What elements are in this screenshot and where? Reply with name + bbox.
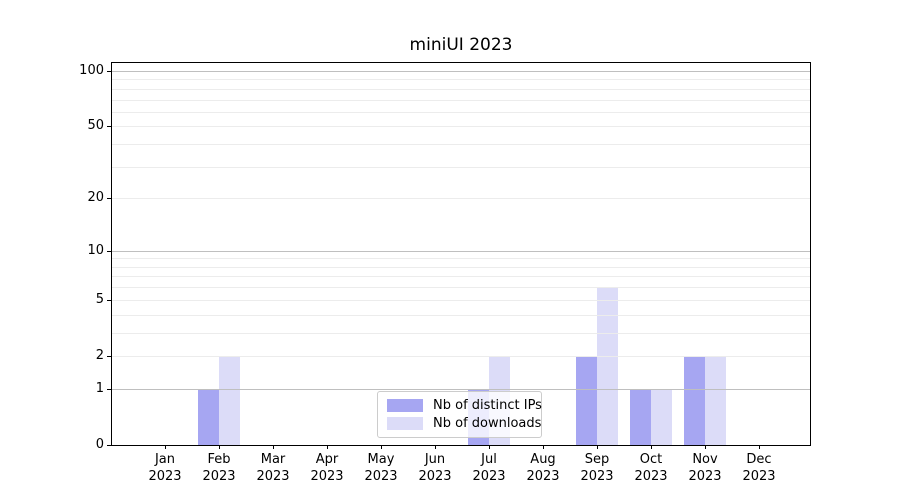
gridline-minor <box>112 276 810 278</box>
y-tick <box>107 445 111 446</box>
gridline-minor <box>112 258 810 260</box>
gridline-minor <box>112 299 810 301</box>
x-tick <box>165 445 166 449</box>
legend-label-downloads: Nb of downloads <box>433 416 542 432</box>
x-tick-label: Mar 2023 <box>256 452 290 484</box>
gridline-minor <box>112 287 810 289</box>
y-tick-label: 1 <box>95 380 104 396</box>
x-tick <box>327 445 328 449</box>
bar-downloads-nov <box>705 355 726 445</box>
y-tick <box>107 126 111 127</box>
gridline-major <box>112 388 810 390</box>
bar-downloads-oct <box>651 388 672 445</box>
x-tick-label: Nov 2023 <box>688 452 722 484</box>
gridline-minor <box>112 314 810 316</box>
y-tick <box>107 300 111 301</box>
y-tick-label: 5 <box>95 291 104 307</box>
gridline-minor <box>112 332 810 334</box>
legend: Nb of distinct IPs Nb of downloads <box>377 391 542 438</box>
gridline-minor <box>112 198 810 200</box>
gridline-minor <box>112 111 810 113</box>
bar-distinct-ips-oct <box>630 388 651 445</box>
bar-distinct-ips-feb <box>198 388 219 445</box>
x-tick-label: Jan 2023 <box>148 452 182 484</box>
x-tick-label: Apr 2023 <box>310 452 344 484</box>
chart-title: miniUI 2023 <box>409 35 513 55</box>
x-tick-label: Jun 2023 <box>418 452 452 484</box>
y-tick <box>107 251 111 252</box>
x-tick <box>651 445 652 449</box>
gridline-minor <box>112 166 810 168</box>
gridline-major <box>112 71 810 72</box>
bar-distinct-ips-sep <box>576 355 597 445</box>
y-tick <box>107 389 111 390</box>
x-tick-label: May 2023 <box>364 452 398 484</box>
x-tick-label: Sep 2023 <box>580 452 614 484</box>
y-tick-label: 2 <box>95 347 104 363</box>
bar-downloads-sep <box>597 287 618 445</box>
y-tick-label: 50 <box>87 118 104 134</box>
y-tick <box>107 356 111 357</box>
x-tick <box>489 445 490 449</box>
x-tick-label: Dec 2023 <box>742 452 776 484</box>
gridline-minor <box>112 266 810 268</box>
y-tick-label: 0 <box>95 437 104 452</box>
y-tick-label: 100 <box>79 63 104 78</box>
y-tick <box>107 198 111 199</box>
gridline-minor <box>112 355 810 357</box>
plot-area <box>111 62 811 446</box>
x-tick <box>381 445 382 449</box>
bar-distinct-ips-nov <box>684 355 705 445</box>
x-tick-label: Feb 2023 <box>202 452 236 484</box>
x-tick <box>759 445 760 449</box>
y-tick-label: 10 <box>87 242 104 258</box>
legend-swatch-distinct-ips <box>387 398 423 412</box>
x-tick-label: Jul 2023 <box>472 452 506 484</box>
legend-item-downloads: Nb of downloads <box>387 416 541 431</box>
x-tick <box>219 445 220 449</box>
x-tick <box>543 445 544 449</box>
gridline-major <box>112 250 810 252</box>
y-tick <box>107 71 111 72</box>
bar-downloads-feb <box>219 355 240 445</box>
x-tick-label: Aug 2023 <box>526 452 560 484</box>
x-tick <box>435 445 436 449</box>
gridline-minor <box>112 144 810 146</box>
x-tick-label: Oct 2023 <box>634 452 668 484</box>
gridline-minor <box>112 126 810 128</box>
legend-label-distinct-ips: Nb of distinct IPs <box>433 397 542 413</box>
legend-item-distinct-ips: Nb of distinct IPs <box>387 398 542 413</box>
x-tick <box>273 445 274 449</box>
gridline-minor <box>112 99 810 101</box>
legend-swatch-downloads <box>387 417 423 431</box>
x-tick <box>597 445 598 449</box>
gridline-minor <box>112 88 810 90</box>
gridline-minor <box>112 79 810 81</box>
x-tick <box>705 445 706 449</box>
y-tick-label: 20 <box>87 190 104 206</box>
